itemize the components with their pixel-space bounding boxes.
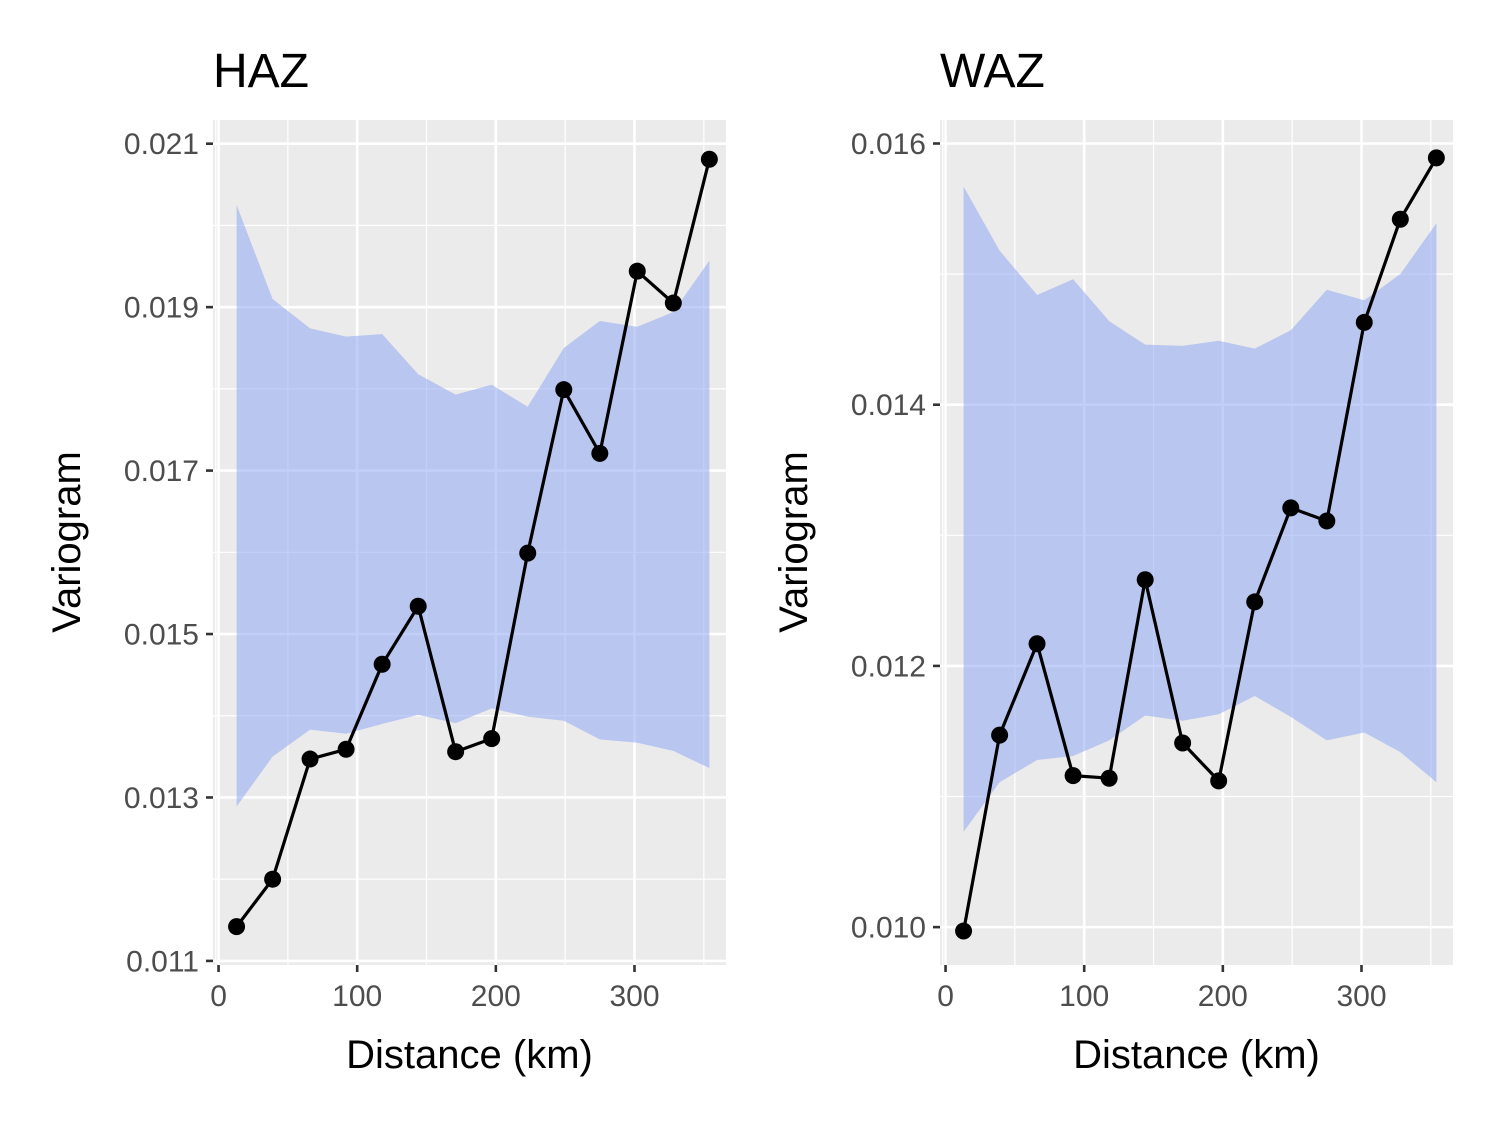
data-point bbox=[373, 655, 391, 673]
data-point bbox=[1282, 499, 1300, 517]
data-point bbox=[1391, 210, 1409, 228]
chart-title: WAZ bbox=[940, 45, 1045, 98]
data-point bbox=[1427, 149, 1445, 167]
y-tick-label: 0.013 bbox=[124, 782, 199, 815]
plot-area: 0 100 200 300 0.011 0.013 0.015 0.017 0.019 0.021 bbox=[124, 120, 726, 1013]
data-point bbox=[1355, 313, 1373, 331]
y-axis-title: Variogram bbox=[772, 451, 816, 633]
x-tick-label: 200 bbox=[471, 980, 521, 1013]
y-tick-label: 0.021 bbox=[124, 128, 199, 161]
data-point bbox=[955, 922, 973, 940]
data-point bbox=[483, 730, 501, 748]
data-point bbox=[447, 743, 465, 761]
y-tick-label: 0.015 bbox=[124, 619, 199, 652]
data-point bbox=[264, 870, 282, 888]
y-tick-label: 0.012 bbox=[851, 650, 926, 683]
data-point bbox=[1174, 734, 1192, 752]
data-point bbox=[519, 544, 537, 562]
data-point bbox=[1246, 593, 1264, 611]
x-axis-title: Distance (km) bbox=[1073, 1033, 1320, 1077]
y-tick-label: 0.011 bbox=[126, 945, 199, 978]
data-point bbox=[1064, 767, 1082, 785]
data-point bbox=[1028, 635, 1046, 653]
data-point bbox=[409, 597, 427, 615]
data-point bbox=[1210, 772, 1228, 790]
y-tick-label: 0.019 bbox=[124, 292, 199, 325]
x-tick-label: 0 bbox=[210, 980, 227, 1013]
data-point bbox=[1100, 769, 1118, 787]
envelope-band bbox=[236, 205, 710, 807]
data-point bbox=[1318, 512, 1336, 530]
x-axis-title: Distance (km) bbox=[346, 1033, 593, 1077]
data-point bbox=[991, 726, 1009, 744]
data-point bbox=[591, 444, 609, 462]
y-axis-title: Variogram bbox=[45, 451, 89, 633]
data-point bbox=[700, 150, 718, 168]
y-tick-label: 0.016 bbox=[851, 128, 926, 161]
y-tick-label: 0.014 bbox=[851, 389, 926, 422]
data-point bbox=[301, 750, 319, 768]
y-tick-label: 0.010 bbox=[851, 912, 926, 945]
x-tick-label: 300 bbox=[1336, 980, 1386, 1013]
data-point bbox=[664, 294, 682, 312]
x-tick-label: 0 bbox=[937, 980, 954, 1013]
x-tick-label: 300 bbox=[609, 980, 659, 1013]
envelope-band bbox=[963, 186, 1437, 832]
waz-chart: WAZ 0 100 200 300 0.010 0.012 0.014 0.016 Dista… bbox=[772, 45, 1453, 1077]
chart-title: HAZ bbox=[213, 45, 309, 98]
x-tick-label: 100 bbox=[332, 980, 382, 1013]
data-point bbox=[228, 918, 246, 936]
y-tick-label: 0.017 bbox=[124, 455, 199, 488]
data-point bbox=[337, 740, 355, 758]
series-line bbox=[962, 157, 1438, 932]
x-tick-label: 200 bbox=[1198, 980, 1248, 1013]
plot-area: 0 100 200 300 0.010 0.012 0.014 0.016 bbox=[851, 120, 1453, 1013]
x-tick-label: 100 bbox=[1059, 980, 1109, 1013]
data-point bbox=[1136, 571, 1154, 589]
data-point bbox=[555, 381, 573, 399]
haz-chart: HAZ 0 100 200 3000.0110.0130.0150.0170.0190… bbox=[45, 45, 726, 1077]
data-point bbox=[628, 262, 646, 280]
